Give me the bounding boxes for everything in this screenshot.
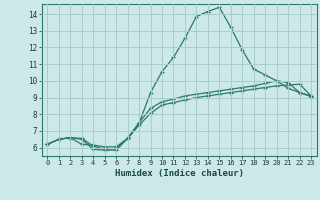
X-axis label: Humidex (Indice chaleur): Humidex (Indice chaleur) [115, 169, 244, 178]
